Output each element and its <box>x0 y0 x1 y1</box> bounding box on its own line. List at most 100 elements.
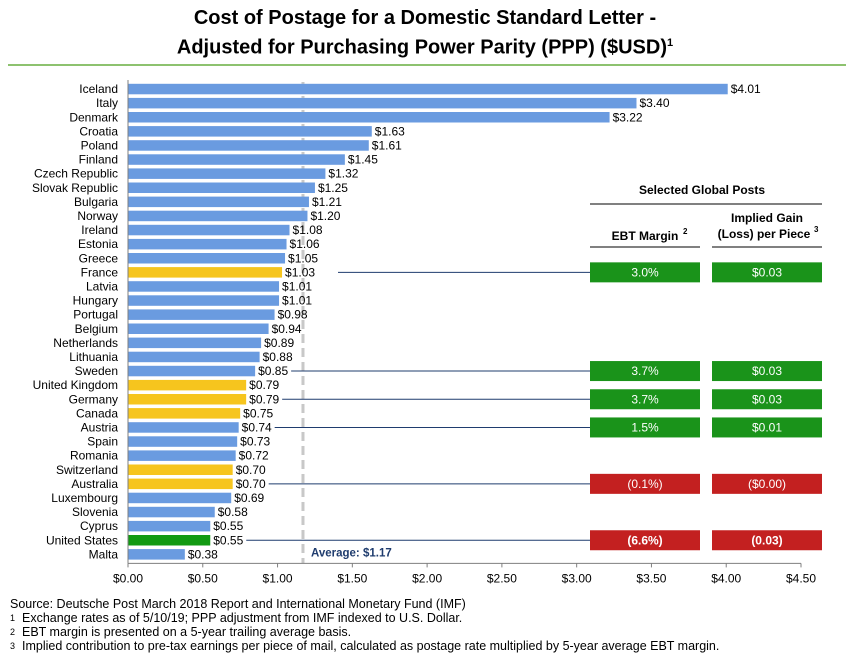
ebt-margin-box-australia <box>590 473 700 494</box>
category-label-malta: Malta <box>89 547 119 561</box>
implied-gain-value-australia: ($0.00) <box>748 477 786 491</box>
value-label-finland: $1.45 <box>348 153 378 167</box>
bar-united-states <box>128 535 211 546</box>
title-rule <box>8 64 846 66</box>
bar-greece <box>128 253 286 264</box>
bar-netherlands <box>128 337 262 349</box>
x-tick-label: $1.50 <box>337 571 367 585</box>
category-label-estonia: Estonia <box>78 237 118 251</box>
category-label-united-kingdom: United Kingdom <box>33 378 118 392</box>
implied-gain-footnote-mark: 3 <box>814 225 819 234</box>
x-tick-label: $1.00 <box>263 571 293 585</box>
value-label-netherlands: $0.89 <box>264 336 294 350</box>
bar-norway <box>128 210 308 222</box>
ebt-margin-value-austria: 1.5% <box>631 420 659 434</box>
implied-gain-box-australia <box>712 473 822 494</box>
value-label-australia: $0.70 <box>236 477 266 491</box>
category-label-denmark: Denmark <box>69 110 119 124</box>
category-label-greece: Greece <box>79 251 119 265</box>
bar-sweden <box>128 365 256 377</box>
value-label-switzerland: $0.70 <box>236 463 266 477</box>
implied-gain-header-line-2: (Loss) per Piece <box>718 227 811 241</box>
bar-estonia <box>128 238 287 250</box>
value-label-malta: $0.38 <box>188 547 218 561</box>
value-label-croatia: $1.63 <box>375 124 405 138</box>
bar-canada <box>128 408 241 419</box>
bar-slovak-republic <box>128 182 315 193</box>
ebt-margin-value-australia: (0.1%) <box>627 477 662 491</box>
x-tick-label: $3.50 <box>636 571 666 585</box>
average-label: Average: $1.17 <box>311 547 392 559</box>
implied-gain-box-sweden <box>712 361 822 382</box>
value-label-estonia: $1.06 <box>290 237 320 251</box>
ebt-margin-box-sweden <box>590 361 700 382</box>
x-tick-label: $0.00 <box>113 571 143 585</box>
category-label-sweden: Sweden <box>75 364 118 378</box>
value-label-spain: $0.73 <box>240 435 270 449</box>
bar-croatia <box>128 126 372 137</box>
category-label-switzerland: Switzerland <box>56 463 118 477</box>
category-label-spain: Spain <box>87 435 118 449</box>
ebt-margin-value-sweden: 3.7% <box>631 364 659 378</box>
category-label-iceland: Iceland <box>79 82 118 96</box>
footnotes: Source: Deutsche Post March 2018 Report … <box>10 597 719 653</box>
category-label-australia: Australia <box>71 477 118 491</box>
ebt-margin-footnote-mark: 2 <box>683 227 688 236</box>
category-label-hungary: Hungary <box>73 294 118 308</box>
category-label-ireland: Ireland <box>81 223 118 237</box>
category-label-lithuania: Lithuania <box>69 350 118 364</box>
footnote-3-mark: 3 <box>10 641 16 651</box>
value-label-latvia: $1.01 <box>282 279 312 293</box>
footnote-3: 3 Implied contribution to pre-tax earning… <box>10 639 719 653</box>
value-label-hungary: $1.01 <box>282 294 312 308</box>
source-note: Source: Deutsche Post March 2018 Report … <box>10 597 466 611</box>
category-label-croatia: Croatia <box>79 124 118 138</box>
bar-australia <box>128 478 233 490</box>
category-label-canada: Canada <box>76 406 118 420</box>
category-label-germany: Germany <box>69 392 118 406</box>
footnote-1-mark: 1 <box>10 613 16 623</box>
category-label-netherlands: Netherlands <box>53 336 118 350</box>
bar-hungary <box>128 295 280 306</box>
chart-title: Cost of Postage for a Domestic Standard … <box>0 6 850 61</box>
title-line-2-text: Adjusted for Purchasing Power Parity (PP… <box>176 36 667 59</box>
bar-iceland <box>128 83 728 95</box>
bar-austria <box>128 422 239 433</box>
title-line-2: Adjusted for Purchasing Power Parity (PP… <box>0 31 850 61</box>
implied-gain-value-germany: $0.03 <box>752 392 782 406</box>
value-label-luxembourg: $0.69 <box>234 491 264 505</box>
x-tick-label: $3.00 <box>562 571 592 585</box>
category-label-czech-republic: Czech Republic <box>34 167 118 181</box>
bar-united-kingdom <box>128 379 247 391</box>
bar-poland <box>128 140 369 151</box>
bar-portugal <box>128 309 275 320</box>
value-label-denmark: $3.22 <box>613 110 643 124</box>
bar-romania <box>128 450 236 461</box>
footnote-2-mark: 2 <box>10 627 16 637</box>
implied-gain-box-austria <box>712 417 822 438</box>
footnote-2-text: EBT margin is presented on a 5-year trai… <box>22 625 352 639</box>
implied-gain-box-united-states <box>712 530 822 551</box>
category-label-norway: Norway <box>77 209 118 223</box>
value-label-slovak-republic: $1.25 <box>318 181 348 195</box>
bar-bulgaria <box>128 196 309 208</box>
x-tick-label: $0.50 <box>188 571 218 585</box>
category-label-romania: Romania <box>70 449 118 463</box>
bar-ireland <box>128 224 290 236</box>
value-label-germany: $0.79 <box>249 392 279 406</box>
title-footnote-mark: 1 <box>666 37 674 49</box>
implied-gain-box-france <box>712 262 822 283</box>
category-label-luxembourg: Luxembourg <box>51 491 118 505</box>
title-line-1: Cost of Postage for a Domestic Standard … <box>193 7 657 29</box>
value-label-slovenia: $0.58 <box>218 505 248 519</box>
bar-italy <box>128 97 637 109</box>
value-label-united-kingdom: $0.79 <box>249 378 279 392</box>
value-label-romania: $0.72 <box>239 449 269 463</box>
category-label-austria: Austria <box>81 420 119 434</box>
category-label-latvia: Latvia <box>86 279 118 293</box>
value-label-austria: $0.74 <box>242 420 272 434</box>
category-label-belgium: Belgium <box>75 322 118 336</box>
bar-cyprus <box>128 520 211 532</box>
category-label-cyprus: Cyprus <box>80 519 118 533</box>
implied-gain-box-germany <box>712 389 822 410</box>
